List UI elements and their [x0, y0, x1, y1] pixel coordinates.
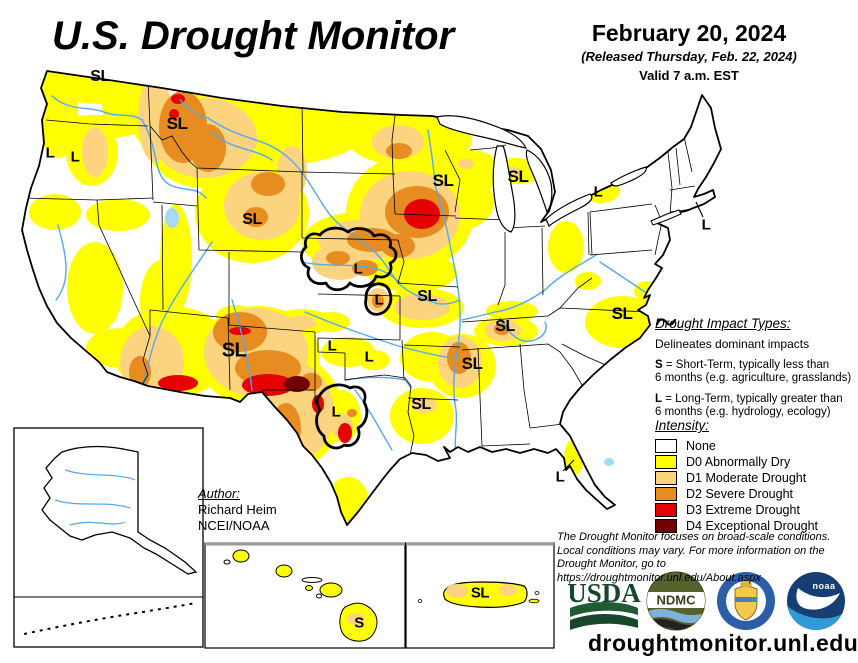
website-url: droughtmonitor.unl.edu	[588, 630, 858, 656]
intensity-legend-row: D0 Abnormally Dry	[655, 454, 855, 469]
doc-shield	[734, 584, 758, 621]
puerto-rico-inset	[405, 542, 555, 649]
intensity-legend-row: D2 Severe Drought	[655, 486, 855, 501]
intensity-label: D2 Severe Drought	[686, 486, 794, 501]
great-salt-lake	[165, 208, 179, 228]
impact-types-legend: Drought Impact Types: Delineates dominan…	[655, 316, 855, 427]
noaa-logo-text: noaa	[812, 581, 836, 591]
intensity-label: None	[686, 438, 716, 453]
lanai	[305, 585, 313, 591]
big-island-d1	[347, 613, 365, 625]
ndmc-logo: NDMC	[646, 571, 706, 631]
vieques	[528, 598, 540, 604]
hawaii-inset	[204, 542, 406, 649]
lake-huron	[525, 149, 553, 214]
noaa-logo: noaa	[787, 572, 845, 630]
drought-fill-layers	[29, 71, 660, 525]
author-name: Richard Heim	[198, 502, 277, 517]
lake-erie	[545, 193, 593, 227]
disclaimer-line3: Drought Monitor, go to https://droughtmo…	[557, 558, 761, 584]
disclaimer-line2: Local conditions may vary. For more info…	[557, 544, 825, 557]
valid-time: Valid 7 a.m. EST	[639, 68, 739, 83]
lake-superior	[436, 115, 528, 149]
impact-types-title: Drought Impact Types:	[655, 316, 791, 331]
long-term-definition: L = Long-Term, typically greater than 6 …	[655, 393, 855, 419]
intensity-swatch	[655, 518, 677, 533]
impact-outline-kansas	[364, 282, 393, 316]
short-term-line1: = Short-Term, typically less than	[662, 359, 830, 371]
conus-outline	[21, 70, 722, 526]
author-label: Author:	[198, 486, 240, 501]
impact-delineation-outlines	[300, 226, 398, 450]
delineates-label: Delineates dominant impacts	[655, 337, 810, 351]
intensity-swatch	[655, 502, 677, 517]
intensity-legend: Intensity: None D0 Abnormally Dry D1 Mod…	[655, 418, 855, 535]
disclaimer-text: The Drought Monitor focuses on broad-sca…	[557, 531, 857, 585]
long-term-line1: = Long-Term, typically greater than	[662, 393, 843, 405]
intensity-legend-row: D4 Exceptional Drought	[655, 518, 855, 533]
molokai	[301, 577, 323, 583]
intensity-swatch	[655, 438, 677, 453]
intensity-items: None D0 Abnormally Dry D1 Moderate Droug…	[655, 438, 855, 533]
rivers	[51, 95, 646, 463]
alaska-inset	[13, 427, 204, 648]
great-lakes	[436, 115, 647, 233]
long-island	[650, 209, 682, 226]
usda-logo: USDA	[567, 578, 641, 630]
squiggle-icon	[655, 318, 677, 326]
doc-logo	[717, 572, 775, 630]
culebra	[534, 591, 540, 595]
mona	[417, 599, 423, 603]
puerto-rico-d1-east	[499, 584, 517, 596]
kauai	[232, 549, 250, 563]
released-date: (Released Thursday, Feb. 22, 2024)	[581, 49, 797, 64]
lake-okeechobee	[604, 458, 614, 466]
header-date-block: February 20, 2024 (Released Thursday, Fe…	[558, 20, 820, 83]
impact-outline-nebraska	[300, 226, 398, 292]
page-title: U.S. Drought Monitor	[52, 14, 455, 58]
small-lakes	[165, 208, 614, 466]
oahu	[275, 564, 293, 578]
intensity-legend-row: D3 Extreme Drought	[655, 502, 855, 517]
long-term-prefix: L	[655, 393, 663, 405]
impact-outline-texas	[315, 383, 369, 450]
lake-michigan	[492, 145, 516, 233]
intensity-label: D3 Extreme Drought	[686, 502, 800, 517]
intensity-label: D4 Exceptional Drought	[686, 518, 819, 533]
maui	[319, 582, 343, 598]
intensity-label: D1 Moderate Drought	[686, 470, 807, 485]
short-term-definition: S = Short-Term, typically less than 6 mo…	[655, 359, 855, 385]
intensity-swatch	[655, 454, 677, 469]
intensity-swatch	[655, 470, 677, 485]
author-block: Author: Richard Heim NCEI/NOAA	[198, 486, 277, 534]
intensity-swatch	[655, 486, 677, 501]
lake-ontario	[610, 166, 647, 187]
intensity-title: Intensity:	[655, 418, 710, 433]
map-date: February 20, 2024	[591, 20, 787, 46]
short-term-line2: 6 months (e.g. agriculture, grasslands)	[655, 372, 852, 384]
aleutian-islands	[23, 602, 197, 635]
label-pointer-lines	[562, 201, 704, 472]
alaska-rivers	[54, 469, 136, 526]
puerto-rico-d1-west	[446, 584, 468, 598]
kahoolawe	[316, 593, 322, 599]
short-term-prefix: S	[655, 359, 663, 371]
long-term-line2: 6 months (e.g. hydrology, ecology)	[655, 406, 831, 418]
intensity-label: D0 Abnormally Dry	[686, 454, 791, 469]
alaska-outline	[41, 445, 198, 575]
ndmc-logo-text: NDMC	[657, 593, 697, 608]
state-borders	[22, 79, 701, 456]
d4-exceptional-drought-layer	[284, 376, 310, 392]
intensity-legend-row: D1 Moderate Drought	[655, 470, 855, 485]
author-org: NCEI/NOAA	[198, 518, 270, 533]
niihau	[223, 559, 231, 565]
d3-extreme-drought-layer	[158, 94, 440, 443]
noaa-bird	[796, 588, 840, 610]
disclaimer-line1: The Drought Monitor focuses on broad-sca…	[557, 531, 831, 543]
intensity-legend-row: None	[655, 438, 855, 453]
